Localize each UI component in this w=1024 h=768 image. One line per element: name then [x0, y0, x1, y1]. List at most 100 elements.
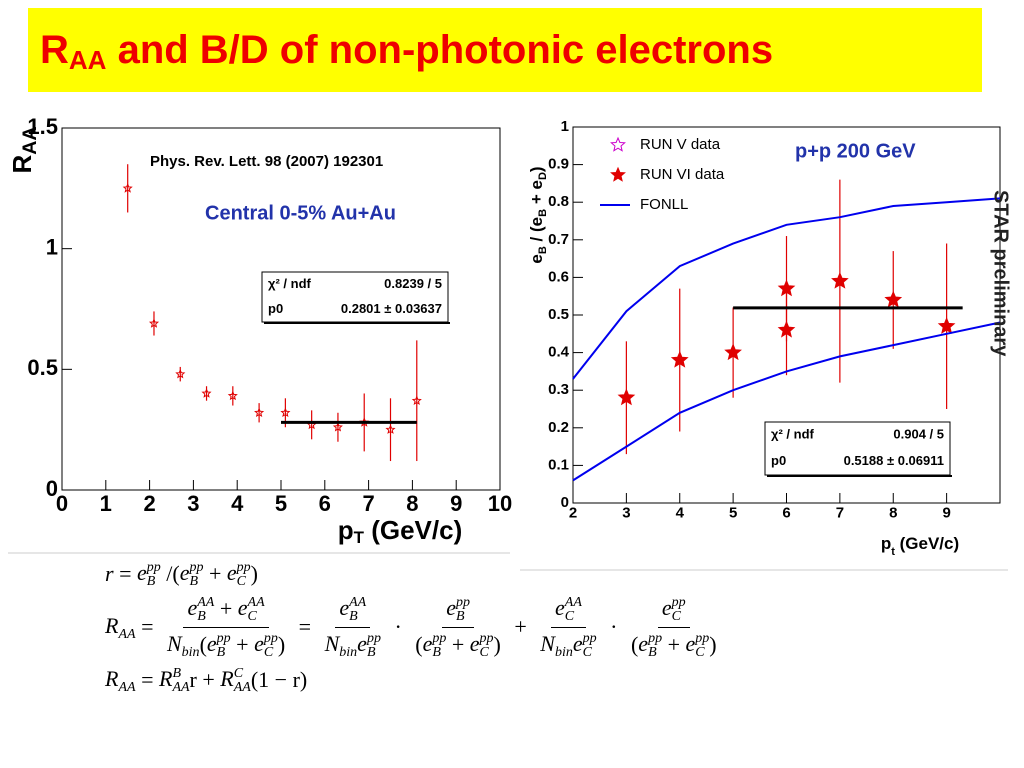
x-axis-label: pt (GeV/c)	[881, 534, 959, 557]
superscript: AA	[247, 594, 265, 610]
spacer	[182, 632, 200, 646]
symbol-base: e	[339, 594, 350, 620]
math-symbol: e AA B	[187, 595, 214, 624]
subscript: C	[479, 644, 489, 660]
subscript: bin	[339, 644, 358, 660]
x-tick-label: 7	[362, 491, 374, 516]
symbol-base: e	[638, 630, 649, 656]
math-text: +	[203, 561, 227, 587]
math-symbol: e pp B	[180, 560, 204, 589]
symbol-base: e	[179, 560, 190, 585]
x-tick-label: 4	[231, 491, 244, 516]
y-tick-label: 0.5	[27, 355, 58, 380]
data-point	[280, 407, 291, 418]
subscript: C	[671, 608, 681, 624]
indices: bin	[182, 632, 200, 660]
x-tick-label: 1	[100, 491, 112, 516]
data-point	[201, 388, 212, 398]
superscript: pp	[582, 630, 597, 646]
symbol-base: e	[469, 630, 480, 656]
data-point	[777, 320, 796, 338]
math-symbol: R B AA	[159, 666, 190, 695]
indices: pp C	[582, 630, 597, 660]
math-symbol: e pp B	[207, 631, 231, 660]
x-tick-label: 3	[187, 491, 199, 516]
x-tick-label: 5	[275, 491, 287, 516]
math-symbol: e pp B	[137, 560, 161, 589]
numerator: e pp C	[657, 595, 690, 628]
math-text: =	[293, 614, 317, 640]
fraction: e pp B(e pp B + e pp C)	[411, 595, 505, 660]
math-symbol: e pp B	[638, 631, 662, 660]
slide-title: RAA and B/D of non-photonic electrons	[40, 28, 773, 75]
math-symbol: e pp C	[573, 631, 597, 660]
subscript: B	[648, 644, 657, 660]
superscript: pp	[648, 630, 663, 646]
stats-value: 0.2801 ± 0.03637	[341, 301, 442, 316]
indices: AA C	[247, 594, 265, 624]
math-symbol: e pp B	[446, 595, 470, 624]
subscript: bin	[181, 644, 200, 660]
data-point	[122, 183, 133, 193]
y-tick-label: 0.1	[548, 456, 569, 473]
symbol-base: e	[237, 594, 248, 620]
subscript: C	[564, 608, 575, 624]
band-line	[572, 321, 1001, 482]
equation: R AA = e AA B + e AA C N bin(e pp B + e pp C) = e…	[105, 595, 725, 660]
legend-label: FONLL	[640, 196, 688, 213]
y-tick-label: 1	[46, 234, 58, 259]
math-symbol: e pp C	[662, 595, 686, 624]
symbol-base: e	[422, 630, 433, 656]
subscript: AA	[233, 679, 251, 695]
y-label-part: )	[527, 166, 546, 172]
data-point	[724, 343, 742, 361]
numerator: e pp B	[442, 595, 474, 628]
numerator: e AA C	[551, 595, 586, 628]
superscript: pp	[455, 594, 470, 610]
symbol-base: e	[572, 630, 583, 656]
y-tick-label: 1.5	[27, 114, 58, 139]
symbol-base: e	[555, 594, 565, 620]
spacer	[118, 667, 135, 681]
math-text: =	[113, 561, 137, 587]
x-tick-label: 2	[143, 491, 155, 516]
symbol-base: r	[105, 561, 114, 587]
fraction: e AA B + e AA C N bin(e pp B + e pp C)	[163, 595, 289, 660]
title-main: R	[40, 28, 69, 72]
fraction: e pp C(e pp B + e pp C)	[627, 595, 721, 660]
denominator: (e pp B + e pp C)	[627, 628, 721, 660]
math-text: (	[415, 632, 423, 658]
annotation: Phys. Rev. Lett. 98 (2007) 192301	[150, 153, 383, 170]
subscript: B	[366, 644, 376, 660]
data-point	[227, 390, 238, 401]
subscript: AA	[172, 679, 190, 695]
indices: C AA	[233, 666, 251, 695]
stats-key: p0	[268, 301, 283, 316]
title-box	[28, 8, 982, 92]
y-tick-label: 0.6	[548, 268, 569, 285]
subscript: C	[695, 644, 705, 660]
x-label-sub: t	[891, 546, 895, 558]
indices: pp B	[648, 630, 663, 660]
superscript: pp	[695, 630, 710, 646]
math-text: (1 − r)	[250, 667, 308, 693]
math-text: ·	[604, 614, 623, 640]
indices: B AA	[172, 666, 190, 695]
indices: pp C	[264, 631, 278, 660]
data-point	[937, 316, 956, 334]
stats-key: p0	[771, 453, 786, 468]
data-point	[254, 407, 265, 418]
math-symbol: N bin	[325, 631, 358, 660]
subscript: bin	[554, 644, 573, 660]
annotation: p+p 200 GeV	[795, 140, 916, 162]
y-tick-label: 0	[46, 476, 58, 501]
data-point	[831, 271, 849, 289]
subscript: C	[236, 573, 246, 589]
math-symbol: R AA	[105, 613, 136, 642]
numerator: e AA B + e AA C	[183, 594, 269, 628]
symbol-base: e	[685, 630, 696, 656]
x-tick-label: 3	[622, 504, 630, 521]
legend-swatch	[610, 166, 626, 182]
x-tick-label: 8	[889, 504, 897, 521]
symbol-base: N	[166, 630, 182, 656]
